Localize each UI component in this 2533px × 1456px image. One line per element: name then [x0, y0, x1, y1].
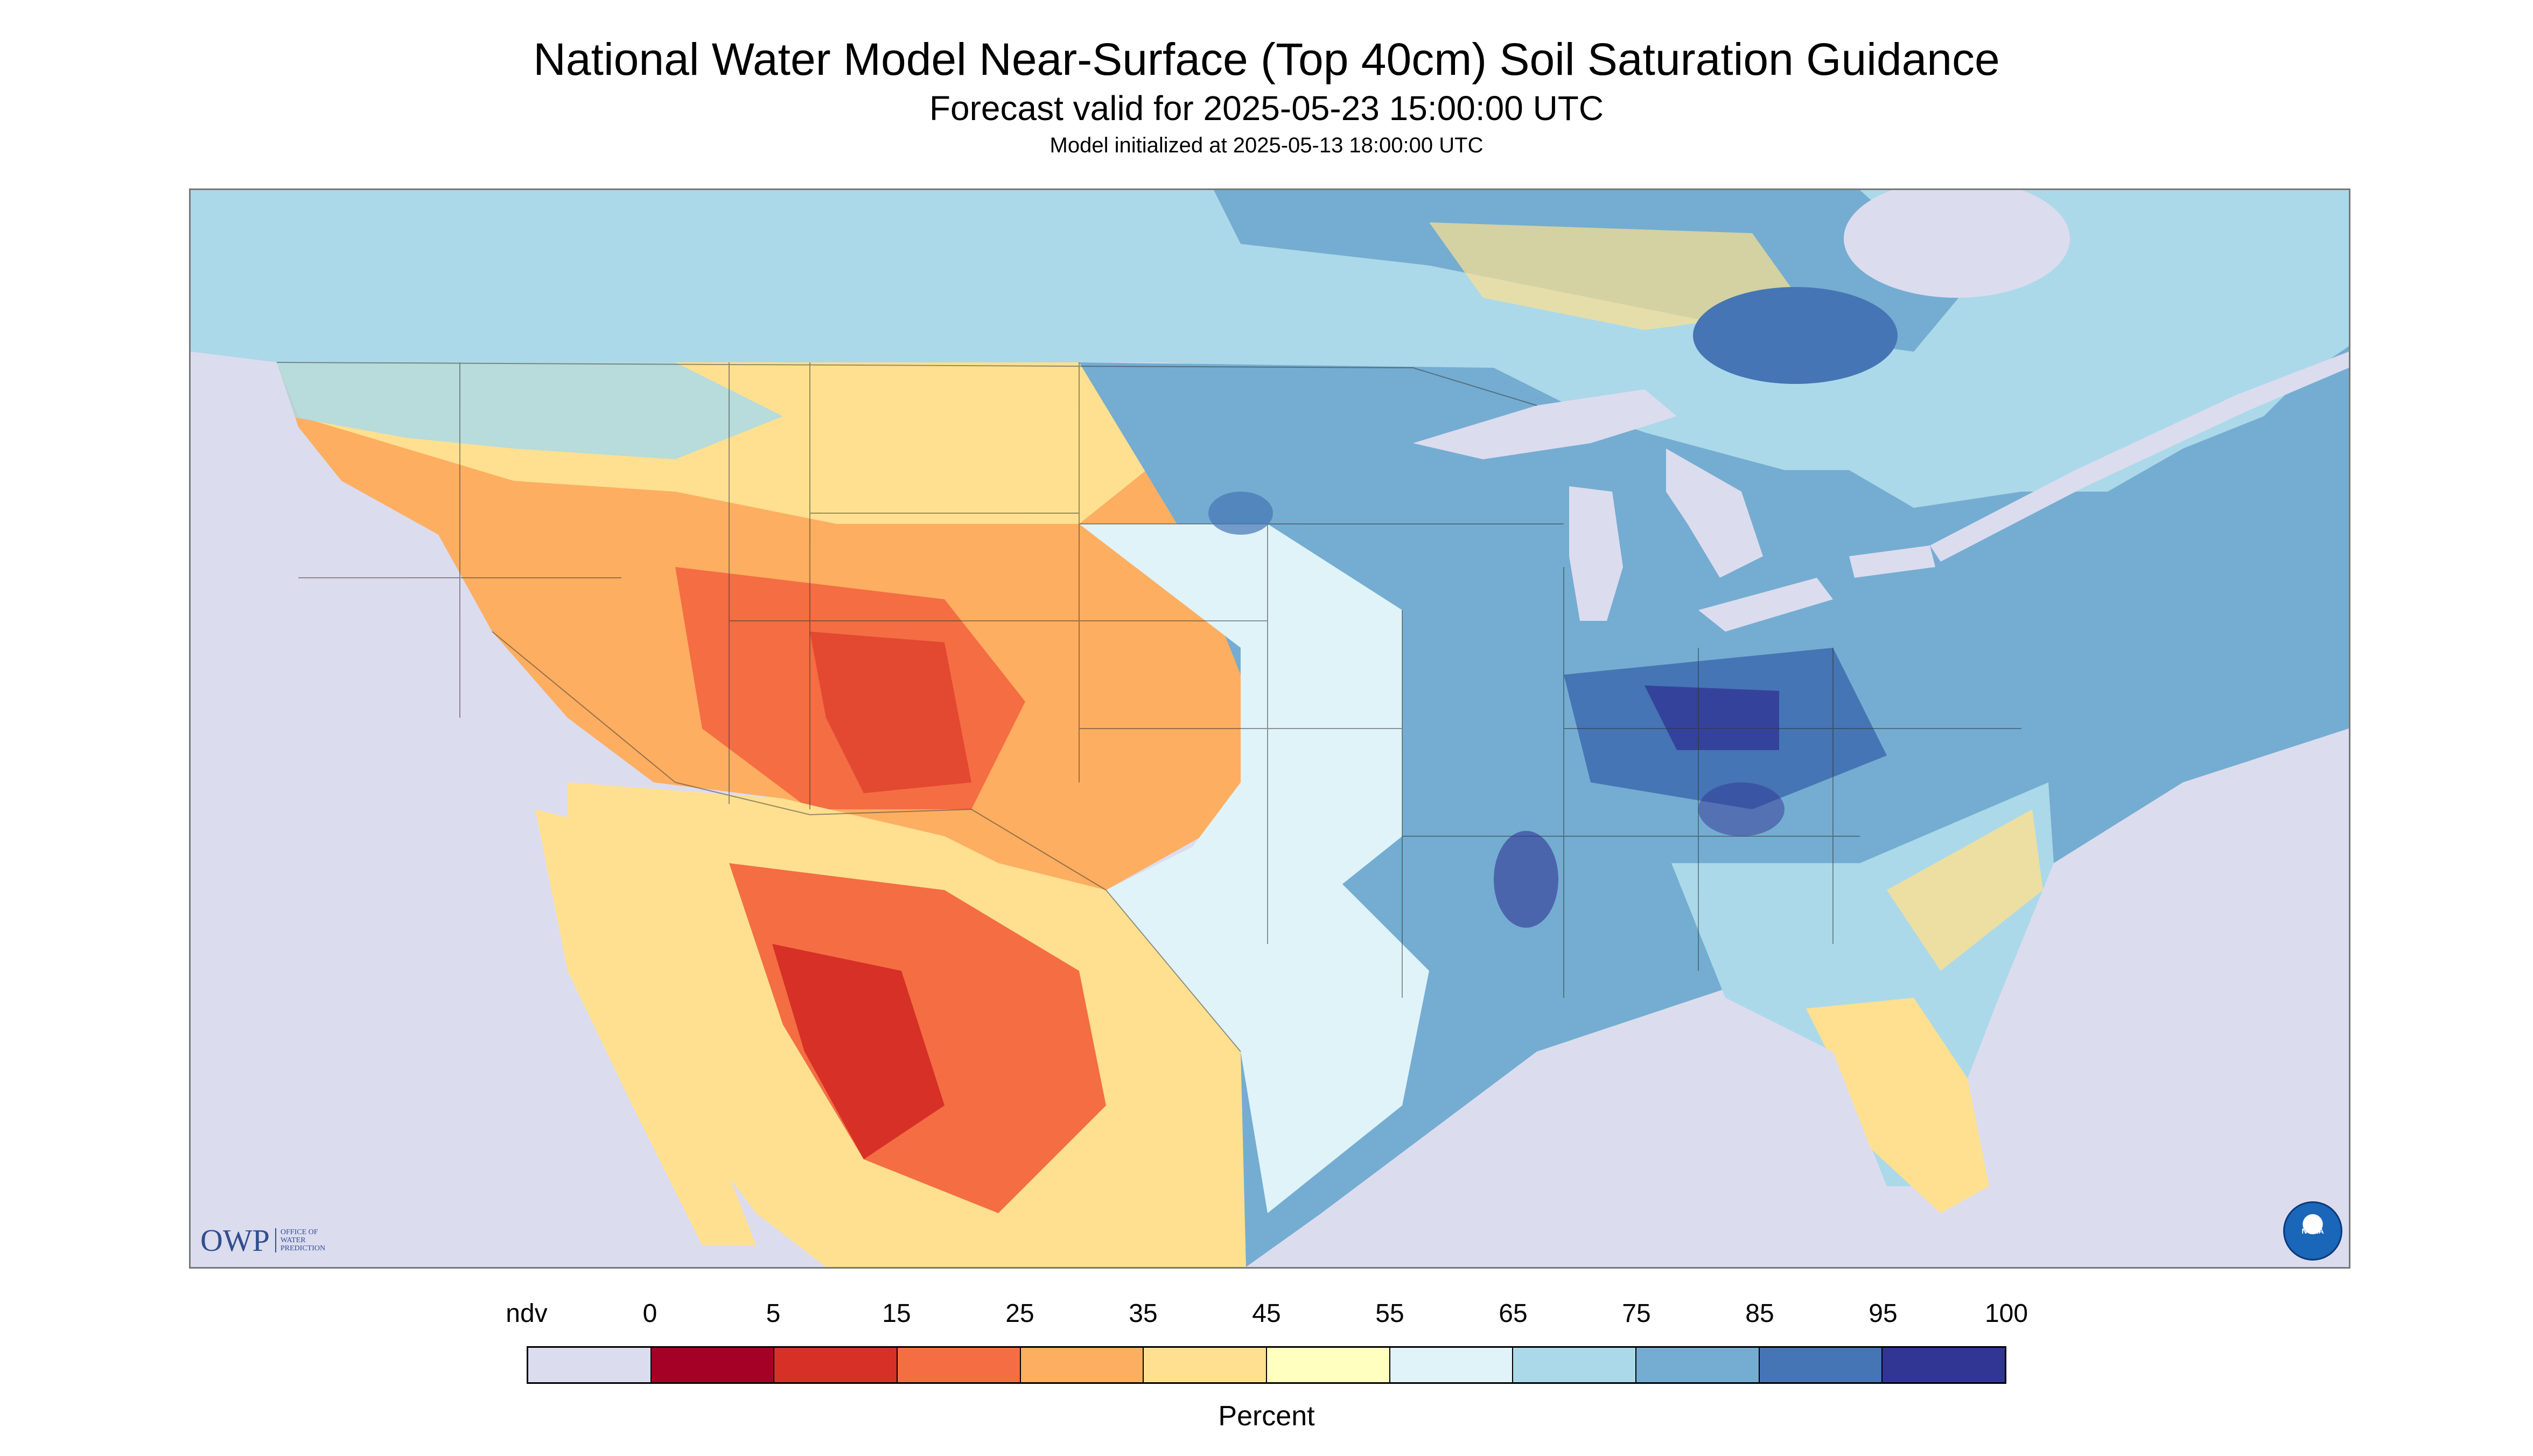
legend-swatch-35-45	[1144, 1348, 1268, 1382]
map-canvas	[191, 190, 2349, 1267]
lake-huron	[1666, 449, 1763, 578]
legend-swatch-85-95	[1759, 1348, 1883, 1382]
wet-pocket-3	[1208, 492, 1273, 535]
hudson-area-light	[1429, 222, 1806, 330]
pacific-ocean	[191, 352, 756, 1267]
legend-swatch-15-25	[898, 1348, 1021, 1382]
texas-moderate	[1106, 809, 1429, 1213]
legend-label: 5	[766, 1299, 781, 1328]
carolina-coast-dry	[1887, 809, 2043, 971]
legend-swatch-ndv	[528, 1348, 652, 1382]
forecast-valid-time: Forecast valid for 2025-05-23 15:00:00 U…	[929, 89, 1604, 128]
kentucky-core	[1645, 685, 1779, 750]
legend-label: 95	[1869, 1299, 1898, 1328]
canada-dark-patch	[1693, 287, 1898, 384]
legend-swatch-55-65	[1390, 1348, 1514, 1382]
baja-california	[535, 809, 756, 1245]
west-northwest-wet	[277, 362, 783, 459]
legend-label: 65	[1499, 1299, 1528, 1328]
owp-mark: OWP	[200, 1223, 270, 1258]
legend-label: 100	[1984, 1299, 2028, 1328]
legend-label: 75	[1622, 1299, 1651, 1328]
new-mexico-dry	[810, 632, 971, 793]
legend-swatch-0-5	[651, 1348, 775, 1382]
florida	[1806, 998, 1989, 1213]
noaa-logo: NOAA	[2283, 1201, 2342, 1261]
model-init-time: Model initialized at 2025-05-13 18:00:00…	[1049, 134, 1484, 157]
mexico-extreme-dry	[772, 944, 944, 1159]
legend-swatch-65-75	[1513, 1348, 1637, 1382]
owp-logo: OWP OFFICE OF WATER PREDICTION	[200, 1222, 325, 1258]
st-lawrence	[1930, 352, 2349, 562]
legend-label: 15	[882, 1299, 911, 1328]
projection-edge-left	[191, 578, 471, 1267]
legend-swatch-75-85	[1636, 1348, 1760, 1382]
legend-label: 55	[1375, 1299, 1404, 1328]
atlantic-ocean	[1968, 729, 2349, 1267]
legend-labels: ndv 0 5 15 25 35 45 55 65 75 85 95 100	[0, 1299, 2533, 1331]
legend-swatch-5-15	[774, 1348, 898, 1382]
legend-label: 85	[1745, 1299, 1774, 1328]
legend-label: 35	[1129, 1299, 1158, 1328]
legend-label: ndv	[506, 1299, 548, 1328]
color-legend	[527, 1346, 2006, 1384]
legend-unit: Percent	[1218, 1401, 1315, 1432]
lake-michigan	[1569, 486, 1623, 621]
lake-ontario	[1849, 545, 1935, 578]
owp-subtitle: OFFICE OF WATER PREDICTION	[275, 1228, 325, 1252]
plains-light	[1079, 524, 1402, 944]
lake-superior	[1413, 389, 1677, 459]
hudson-bay	[1844, 190, 2070, 298]
title-block: National Water Model Near-Surface (Top 4…	[0, 32, 2533, 160]
borders	[276, 362, 2021, 1052]
map-title: National Water Model Near-Surface (Top 4…	[533, 34, 2000, 85]
legend-label: 25	[1005, 1299, 1034, 1328]
wet-pocket-2	[1698, 782, 1785, 836]
legend-swatch-25-35	[1020, 1348, 1144, 1382]
legend-swatch-95-100	[1883, 1348, 2005, 1382]
legend-label: 45	[1252, 1299, 1281, 1328]
legend-label: 0	[642, 1299, 657, 1328]
legend-swatch-45-55	[1267, 1348, 1390, 1382]
soil-saturation-map: OWP OFFICE OF WATER PREDICTION NOAA	[189, 188, 2350, 1269]
gulf-of-mexico	[1321, 998, 1871, 1267]
wet-pocket-1	[1494, 831, 1558, 928]
lake-erie	[1698, 578, 1833, 632]
